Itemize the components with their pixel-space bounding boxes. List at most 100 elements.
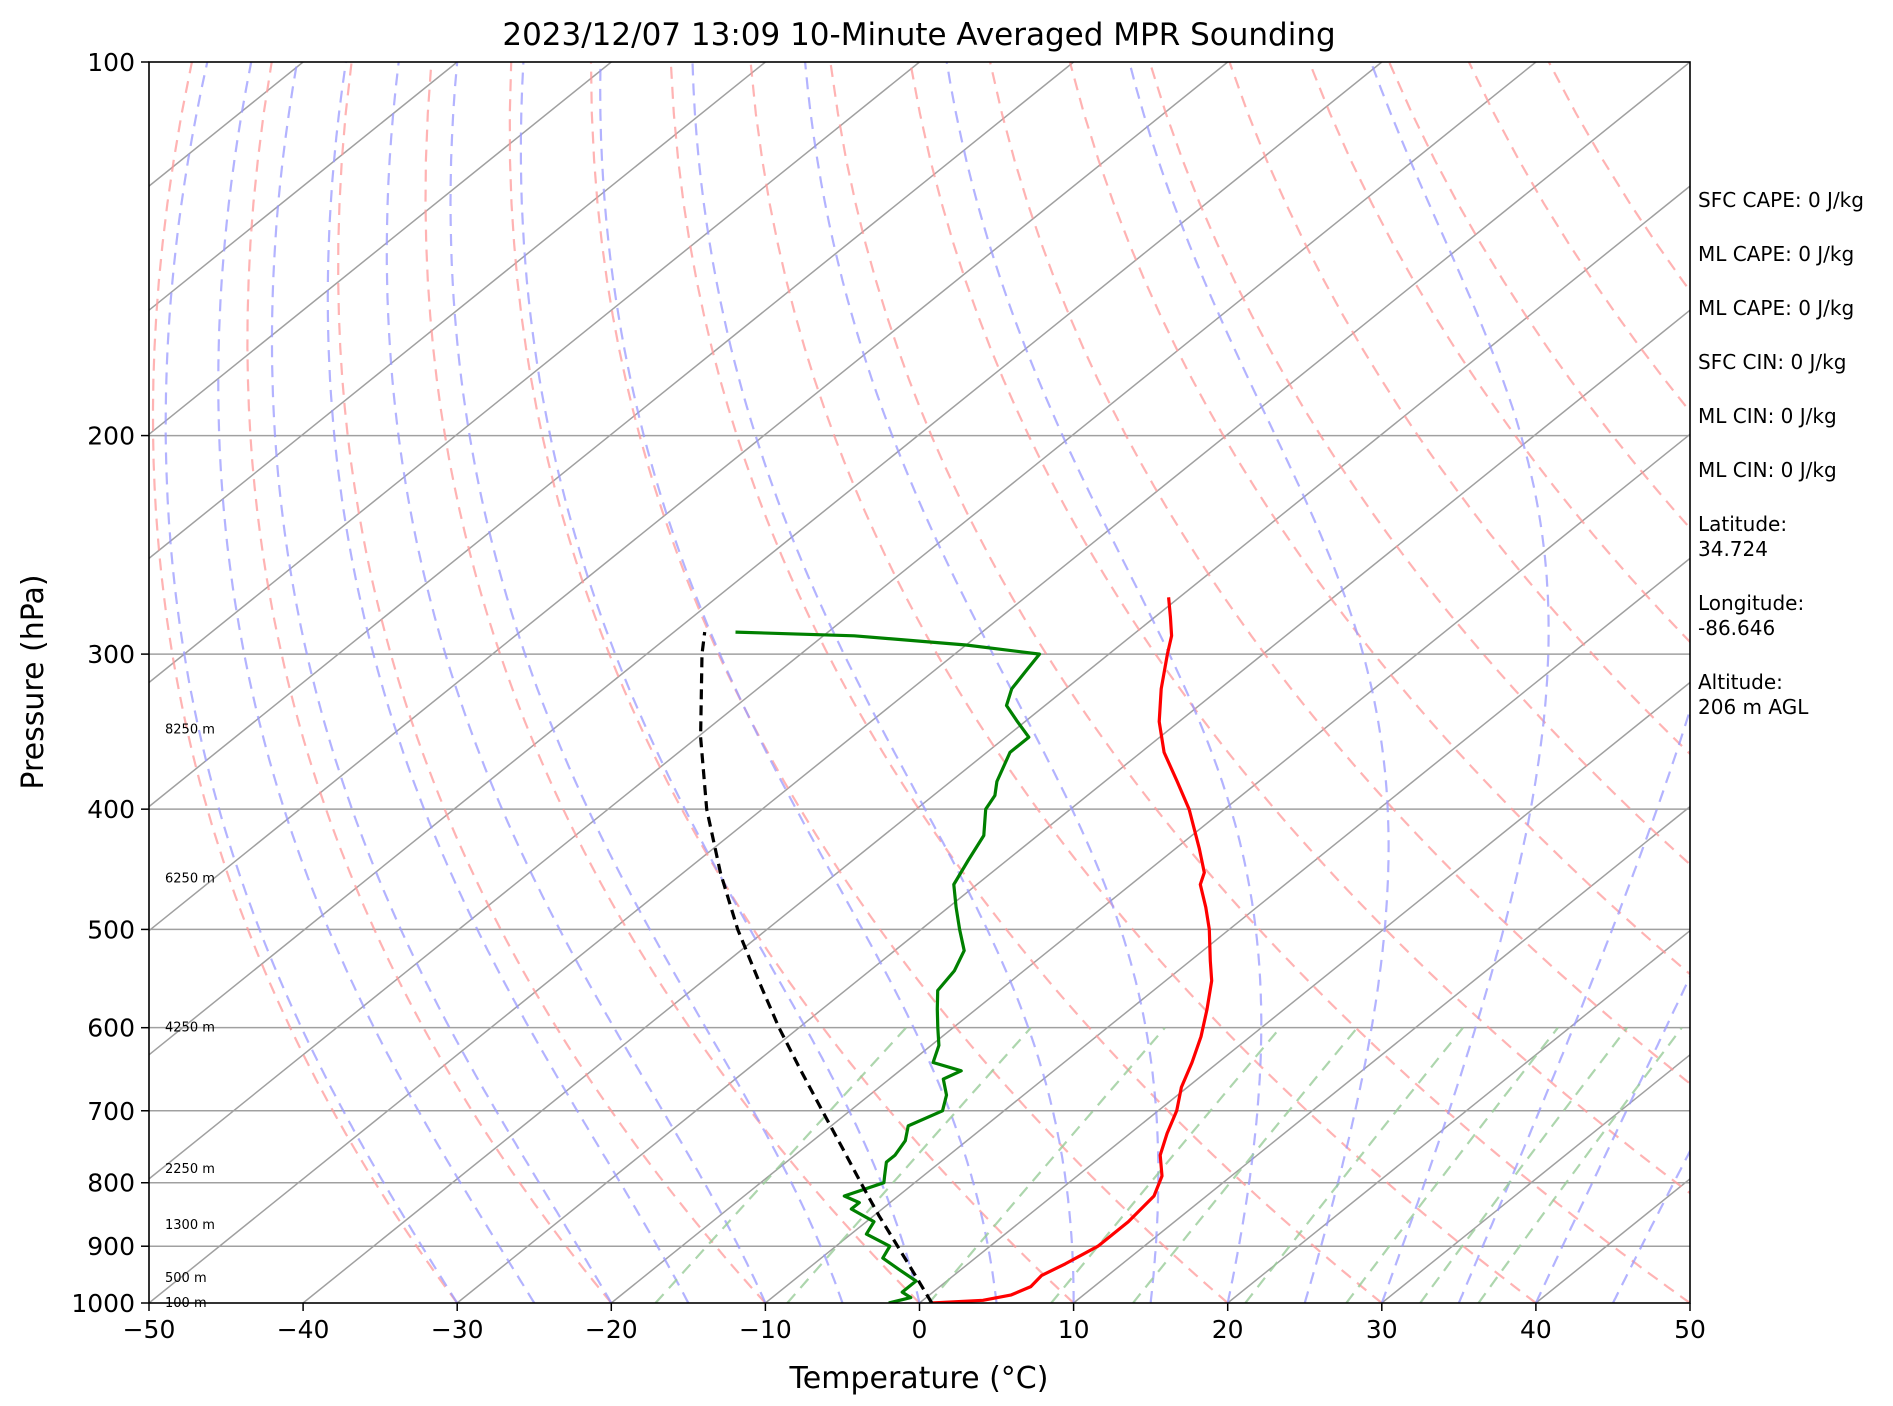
info-item: ML CIN: 0 J/kg: [1698, 458, 1837, 482]
isotherm-line: [302, 185, 1690, 1303]
moist-adiabat-line: [945, 62, 1263, 1303]
sounding-info-panel: SFC CAPE: 0 J/kg ML CAPE: 0 J/kg ML CAPE: …: [1698, 188, 1888, 749]
dry-adiabat-line: [424, 62, 921, 1303]
isotherm-line: [456, 309, 1690, 1303]
moist-adiabat-line: [270, 62, 613, 1303]
y-tick-label: 300: [87, 640, 135, 669]
x-axis-ticks: −50 −40 −30 −20 −10 0 10 20 30 40 50: [123, 1303, 1706, 1344]
y-tick-label: 600: [87, 1014, 135, 1043]
x-tick-label: −30: [431, 1315, 484, 1344]
parcel-path-trace: [699, 631, 934, 1303]
x-tick-label: 20: [1212, 1315, 1244, 1344]
y-tick-label: 400: [87, 795, 135, 824]
y-tick-label: 700: [87, 1097, 135, 1126]
isotherm-line: [149, 62, 920, 684]
info-item: Altitude: 206 m AGL: [1698, 670, 1809, 719]
dry-adiabat-line: [989, 62, 1690, 1086]
dry-adiabat-line: [1068, 62, 1690, 976]
info-item: ML CIN: 0 J/kg: [1698, 404, 1837, 428]
moist-adiabat-line: [519, 62, 921, 1303]
mixing-ratio-line: [1419, 1027, 1628, 1303]
x-axis-title: Temperature (°C): [789, 1361, 1049, 1396]
info-item: Longitude: -86.646: [1698, 591, 1805, 640]
isotherm-line: [149, 62, 1537, 1180]
x-tick-label: 50: [1674, 1315, 1706, 1344]
moist-adiabat-line: [164, 62, 459, 1303]
y-tick-label: 200: [87, 422, 135, 451]
isotherm-line: [1381, 1053, 1690, 1303]
isotherm-line: [149, 62, 458, 312]
isotherm-line: [919, 681, 1690, 1303]
isotherm-line: [1227, 929, 1690, 1303]
mixing-ratio-line: [1050, 1026, 1282, 1303]
height-label: 8250 m: [165, 722, 215, 737]
moist-adiabat-line: [217, 62, 536, 1303]
x-tick-label: 40: [1520, 1315, 1552, 1344]
dry-adiabat-line: [589, 62, 1229, 1303]
x-tick-label: −50: [123, 1315, 176, 1344]
mixing-ratio-line: [654, 1026, 907, 1303]
dry-adiabat-line: [508, 62, 1075, 1303]
isotherm-line: [1073, 805, 1690, 1303]
dry-adiabat-line: [909, 62, 1690, 1195]
info-item: SFC CAPE: 0 J/kg: [1698, 188, 1864, 212]
moist-adiabat-line: [1457, 62, 1690, 1303]
isotherm-line: [764, 557, 1690, 1303]
height-label: 1300 m: [165, 1218, 215, 1233]
mixing-ratio-line: [1345, 1027, 1559, 1303]
isotherm-line: [149, 62, 1229, 932]
dry-adiabat-line: [246, 62, 613, 1303]
x-tick-label: 30: [1366, 1315, 1398, 1344]
moist-adiabat-line: [599, 62, 998, 1303]
dewpoint-trace: [735, 630, 1042, 1303]
y-tick-label: 900: [87, 1232, 135, 1261]
height-label: 4250 m: [165, 1021, 215, 1036]
sounding-traces: [699, 597, 1214, 1303]
isotherm-line: [149, 62, 1075, 808]
mixing-ratio-line: [786, 1026, 1032, 1303]
height-label: 500 m: [165, 1271, 207, 1286]
x-tick-label: 0: [912, 1315, 928, 1344]
y-tick-label: 1000: [71, 1289, 135, 1318]
height-label: 2250 m: [165, 1162, 215, 1177]
moist-adiabat-line: [1128, 62, 1390, 1303]
dry-adiabat-line: [669, 62, 1383, 1303]
dry-adiabat-line: [337, 62, 767, 1303]
y-tick-label: 500: [87, 915, 135, 944]
moist-adiabat-line: [449, 62, 844, 1303]
moist-adiabat-line: [326, 62, 690, 1303]
isotherm-line: [149, 62, 1690, 1303]
isotherm-line: [149, 62, 612, 436]
info-item: ML CAPE: 0 J/kg: [1698, 242, 1855, 266]
mixing-ratio-line: [1477, 1027, 1683, 1303]
x-tick-label: −20: [585, 1315, 638, 1344]
info-item: Latitude: 34.724: [1698, 512, 1788, 561]
y-axis-title: Pressure (hPa): [16, 574, 51, 789]
chart-title: 2023/12/07 13:09 10-Minute Averaged MPR …: [502, 17, 1335, 53]
moist-adiabat-line: [385, 62, 767, 1303]
height-label: 6250 m: [165, 872, 215, 887]
info-item: SFC CIN: 0 J/kg: [1698, 350, 1847, 374]
dry-adiabat-line: [749, 62, 1537, 1303]
x-tick-label: −40: [277, 1315, 330, 1344]
mixing-ratio-line: [928, 1026, 1166, 1303]
temperature-trace: [931, 597, 1214, 1303]
y-tick-label: 100: [87, 48, 135, 77]
moist-adiabat-line: [691, 62, 1075, 1303]
info-item: ML CAPE: 0 J/kg: [1698, 296, 1855, 320]
dry-adiabat-line: [151, 62, 459, 1303]
dry-adiabat-line: [829, 62, 1690, 1303]
y-axis-ticks: 100 200 300 400 500 600 700 800 900 1000: [71, 48, 149, 1318]
isotherm-line: [610, 433, 1690, 1303]
mixing-ratio-line: [1244, 1027, 1464, 1303]
moist-adiabat-line: [1369, 62, 1550, 1303]
isotherm-line: [149, 62, 766, 560]
y-tick-label: 800: [87, 1169, 135, 1198]
mixing-ratio-line: [1132, 1027, 1359, 1303]
moist-adiabat-line: [804, 62, 1160, 1303]
x-tick-label: −10: [739, 1315, 792, 1344]
background-lines: [149, 62, 1690, 1303]
isotherm-line: [149, 62, 1383, 1056]
